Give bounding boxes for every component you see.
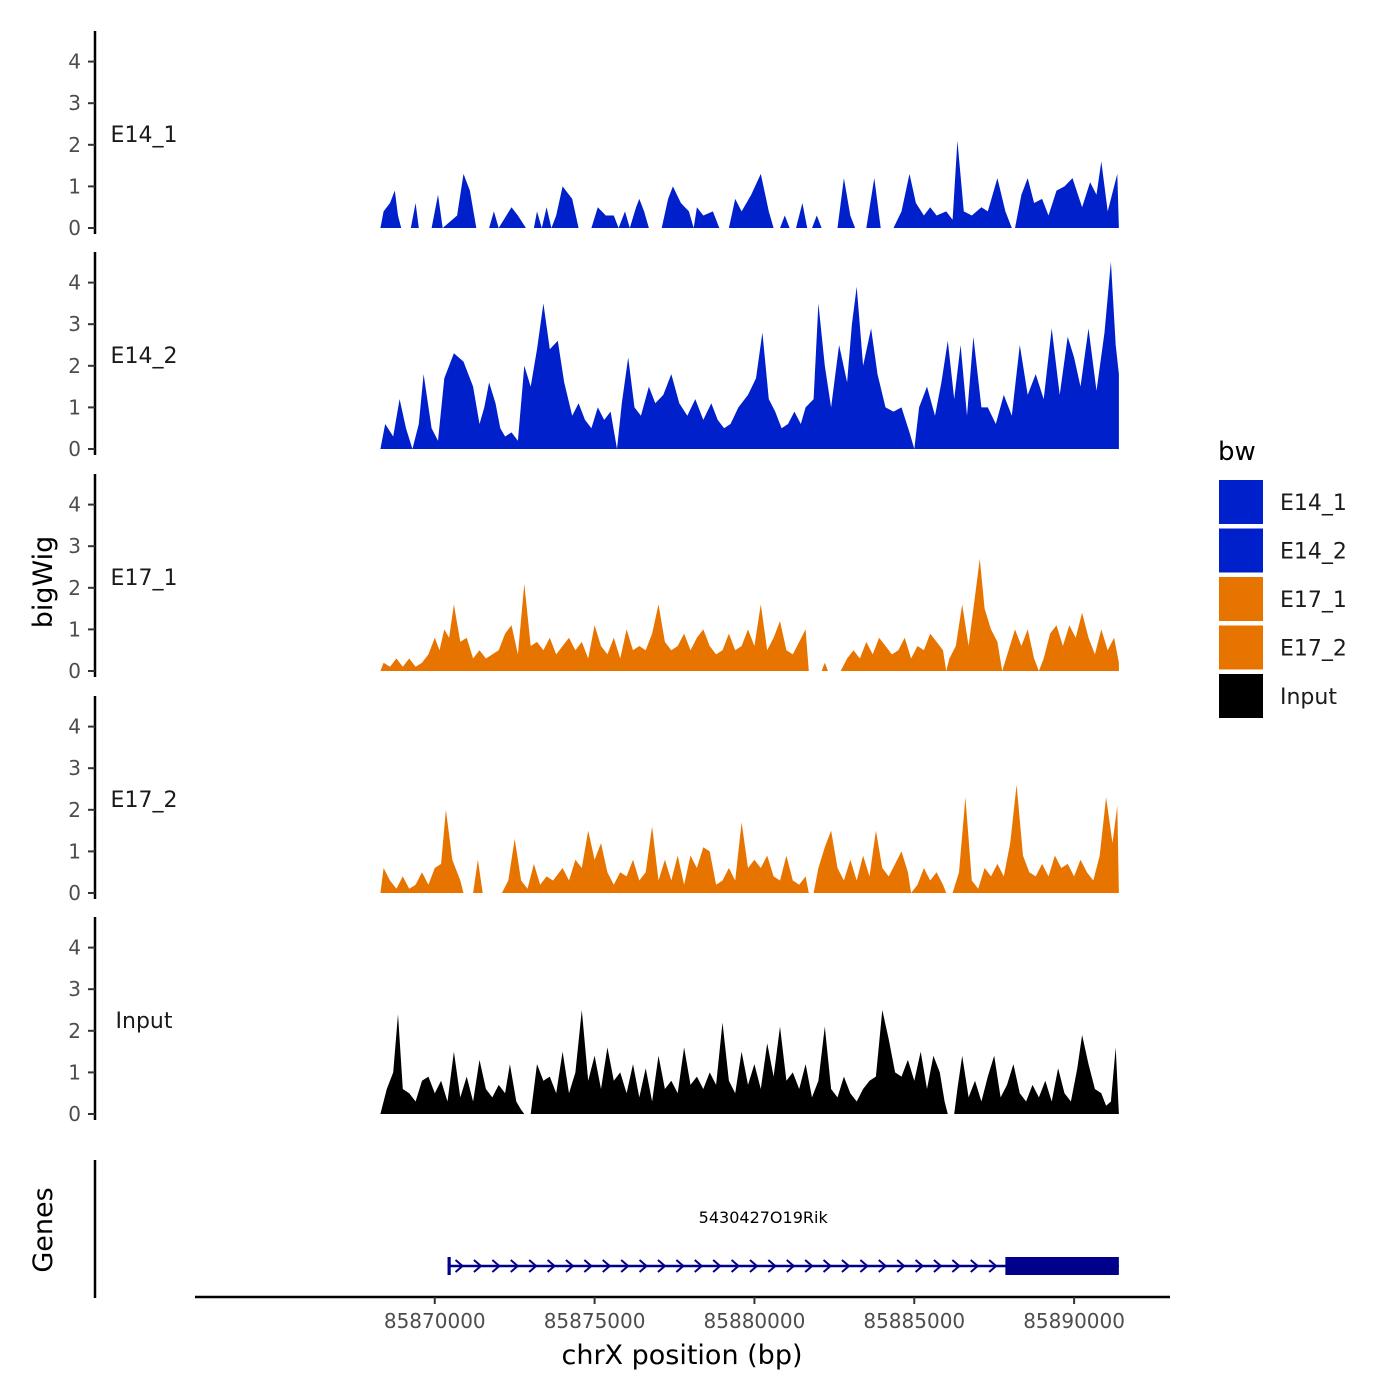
strand-arrow bbox=[510, 1259, 520, 1273]
track-input: 0 1 2 3 4 Input bbox=[68, 917, 1119, 1126]
legend-swatch bbox=[1219, 528, 1263, 573]
y-tick-label: 4 bbox=[68, 271, 81, 295]
y-axis-title: bigWig bbox=[28, 536, 59, 629]
y-tick-label: 1 bbox=[68, 1060, 81, 1084]
track-label: E17_1 bbox=[111, 566, 178, 591]
y-tick-label: 4 bbox=[68, 493, 81, 517]
gene-name-label: 5430427O19Rik bbox=[699, 1208, 829, 1227]
track-label: E14_1 bbox=[111, 123, 178, 148]
y-tick-label: 0 bbox=[68, 1102, 81, 1126]
y-tick-label: 2 bbox=[68, 133, 81, 157]
y-tick-label: 3 bbox=[68, 91, 81, 115]
signal-area bbox=[380, 1010, 1119, 1114]
strand-arrow bbox=[933, 1259, 943, 1273]
genes-axis-title: Genes bbox=[28, 1187, 59, 1272]
track-label: Input bbox=[116, 1009, 173, 1034]
strand-arrow bbox=[565, 1259, 575, 1273]
strand-arrow bbox=[491, 1259, 501, 1273]
legend-swatch bbox=[1219, 674, 1263, 718]
y-tick-label: 2 bbox=[68, 1019, 81, 1043]
strand-arrow bbox=[988, 1259, 998, 1273]
legend-label: E17_1 bbox=[1280, 588, 1347, 613]
strand-arrow bbox=[620, 1259, 630, 1273]
y-tick-label: 2 bbox=[68, 798, 81, 822]
legend-swatch bbox=[1219, 480, 1263, 524]
strand-arrow bbox=[712, 1259, 722, 1273]
legend-label: E14_2 bbox=[1280, 540, 1347, 565]
x-axis: 85870000 85875000 85880000 85885000 85890000 bbox=[195, 1295, 1170, 1333]
y-tick-label: 0 bbox=[68, 216, 81, 240]
track-e14-1: 0 1 2 3 4 E14_1 bbox=[68, 31, 1119, 240]
strand-arrow bbox=[749, 1259, 759, 1273]
x-tick-label: 85885000 bbox=[863, 1309, 965, 1333]
y-tick-label: 3 bbox=[68, 534, 81, 558]
strand-arrow bbox=[638, 1259, 649, 1273]
strand-arrow bbox=[730, 1259, 741, 1273]
signal-area bbox=[380, 140, 1119, 228]
track-e14-2: 0 1 2 3 4 E14_2 bbox=[68, 252, 1119, 461]
y-tick-label: 4 bbox=[68, 715, 81, 739]
legend-swatch bbox=[1219, 625, 1263, 670]
x-tick-label: 85880000 bbox=[704, 1309, 806, 1333]
y-tick-label: 1 bbox=[68, 617, 81, 641]
strand-arrow bbox=[951, 1259, 961, 1273]
legend-label: Input bbox=[1280, 685, 1337, 710]
signal-area bbox=[380, 261, 1119, 449]
y-tick-label: 0 bbox=[68, 659, 81, 683]
legend-label: E17_2 bbox=[1280, 637, 1347, 662]
strand-arrow bbox=[970, 1259, 980, 1273]
y-tick-label: 3 bbox=[68, 977, 81, 1001]
strand-arrow bbox=[528, 1259, 538, 1273]
strand-arrow bbox=[822, 1259, 833, 1273]
strand-arrow bbox=[657, 1259, 667, 1273]
gene-exon bbox=[447, 1257, 451, 1275]
y-tick-label: 1 bbox=[68, 174, 81, 198]
strand-arrow bbox=[878, 1259, 888, 1273]
y-tick-label: 4 bbox=[68, 50, 81, 74]
legend-label: E14_1 bbox=[1280, 491, 1347, 516]
strand-arrow bbox=[804, 1259, 814, 1273]
x-axis-title: chrX position (bp) bbox=[561, 1340, 802, 1371]
strand-arrow bbox=[583, 1259, 593, 1273]
track-e17-2: 0 1 2 3 4 E17_2 bbox=[68, 696, 1119, 905]
strand-arrow bbox=[786, 1259, 796, 1273]
signal-area bbox=[380, 784, 1119, 893]
genes-panel: 5430427O19Rik bbox=[93, 1160, 1119, 1298]
y-tick-label: 2 bbox=[68, 354, 81, 378]
strand-arrow bbox=[767, 1259, 777, 1273]
y-tick-label: 1 bbox=[68, 395, 81, 419]
signal-area bbox=[380, 558, 1119, 671]
track-label: E17_2 bbox=[111, 788, 178, 813]
x-tick-label: 85890000 bbox=[1023, 1309, 1125, 1333]
legend-swatch bbox=[1219, 577, 1263, 621]
gene-model: 5430427O19Rik bbox=[447, 1208, 1119, 1275]
gene-exon bbox=[1005, 1257, 1119, 1275]
legend: bw E14_1 E14_2 E17_1 E17_2 Input bbox=[1218, 437, 1347, 718]
track-label: E14_2 bbox=[111, 344, 178, 369]
y-tick-label: 0 bbox=[68, 437, 81, 461]
strand-arrow bbox=[602, 1259, 612, 1273]
y-tick-label: 2 bbox=[68, 576, 81, 600]
y-tick-label: 3 bbox=[68, 756, 81, 780]
y-tick-label: 0 bbox=[68, 881, 81, 905]
x-tick-label: 85870000 bbox=[384, 1309, 486, 1333]
strand-arrow bbox=[675, 1259, 685, 1273]
strand-arrow bbox=[859, 1259, 869, 1273]
y-tick-label: 3 bbox=[68, 312, 81, 336]
y-tick-label: 1 bbox=[68, 839, 81, 863]
strand-arrow bbox=[896, 1259, 906, 1273]
legend-title: bw bbox=[1218, 437, 1256, 467]
y-tick-label: 4 bbox=[68, 936, 81, 960]
strand-arrow bbox=[473, 1259, 483, 1273]
strand-arrow bbox=[454, 1259, 465, 1273]
strand-arrow bbox=[841, 1259, 851, 1273]
strand-arrow bbox=[546, 1259, 557, 1273]
x-tick-label: 85875000 bbox=[544, 1309, 646, 1333]
strand-arrow bbox=[694, 1259, 704, 1273]
strand-arrow bbox=[914, 1259, 925, 1273]
signal-tracks: 0 1 2 3 4 E14_1 0 1 2 3 4 E14_2 0 1 2 3 4 E17_1 0 1 2 3 4 E17_2… bbox=[68, 31, 1119, 1126]
track-e17-1: 0 1 2 3 4 E17_1 bbox=[68, 474, 1119, 683]
